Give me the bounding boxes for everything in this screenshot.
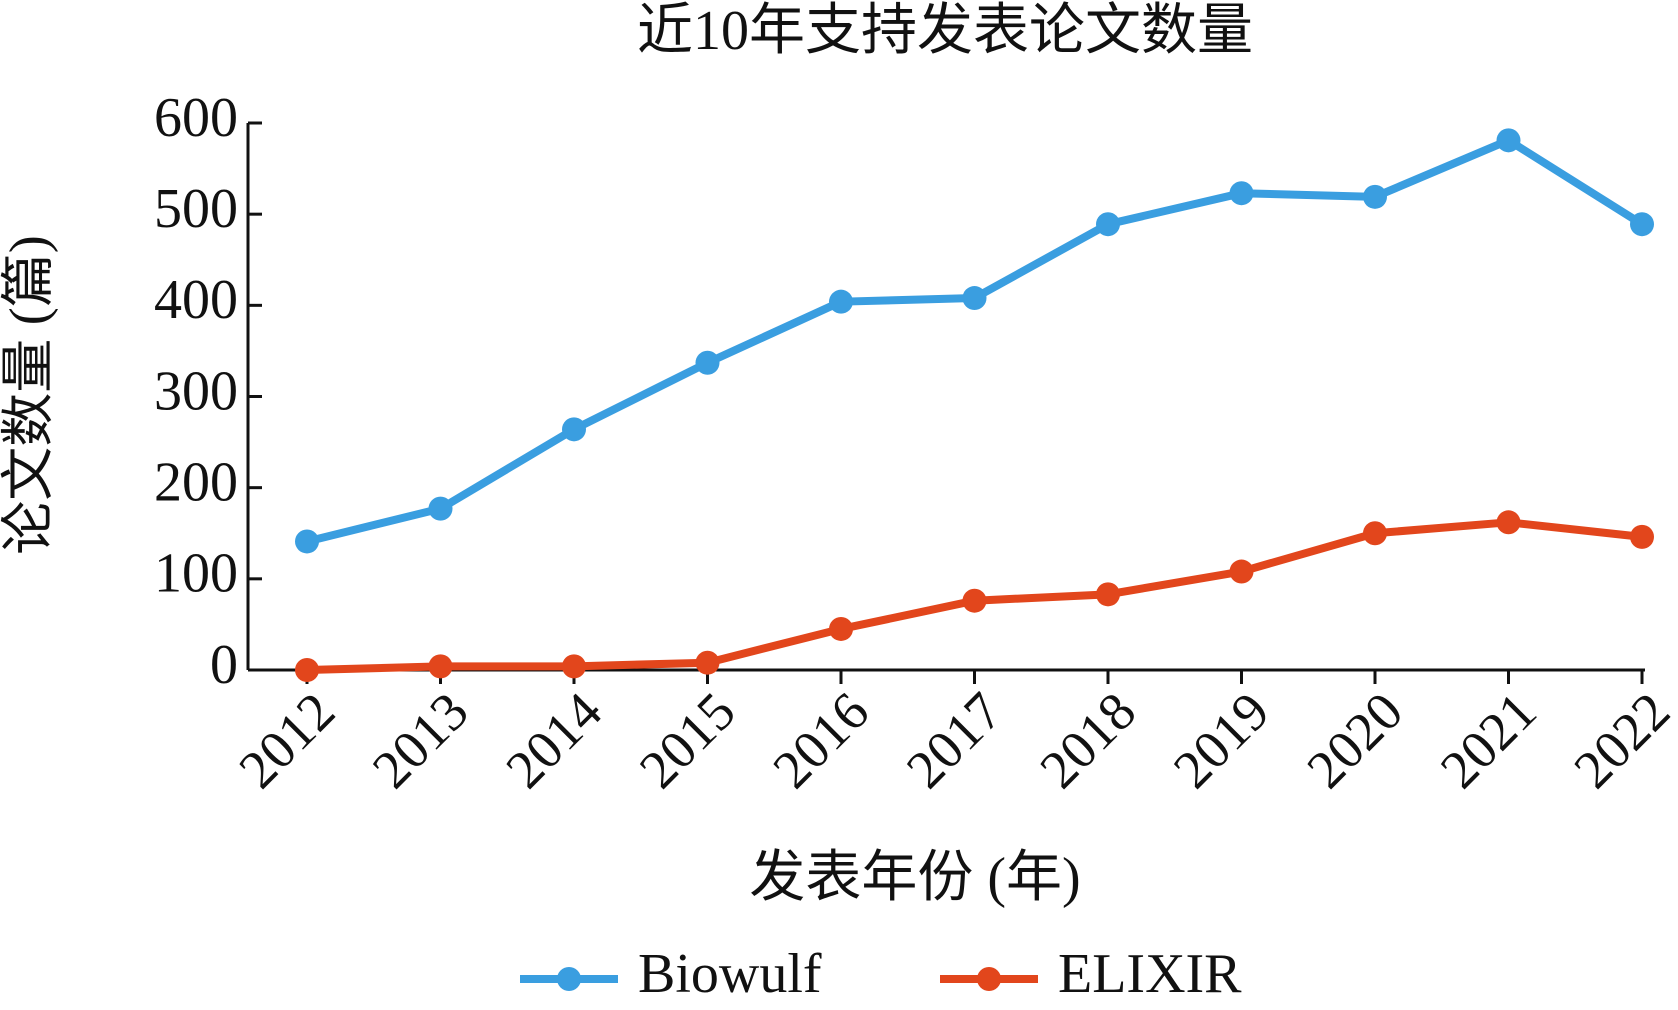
- y-tick-label: 100: [154, 543, 238, 605]
- x-tick-label: 2016: [761, 681, 880, 800]
- point: [695, 650, 720, 675]
- legend-marker: [557, 967, 581, 991]
- x-tick-label: 2021: [1429, 681, 1548, 800]
- point: [1630, 524, 1654, 549]
- point: [1496, 510, 1521, 535]
- y-tick-label: 0: [210, 634, 238, 696]
- point: [295, 529, 319, 554]
- y-axis-title: 论文数量 (篇): [0, 235, 58, 554]
- x-tick-label: 2012: [227, 681, 346, 800]
- point: [829, 616, 853, 641]
- point: [1630, 212, 1654, 237]
- point: [1363, 184, 1387, 209]
- x-tick-label: 2013: [361, 681, 480, 800]
- x-tick-label: 2014: [494, 681, 613, 800]
- point: [1229, 181, 1254, 206]
- x-tick-label: 2019: [1162, 681, 1281, 800]
- point: [428, 496, 453, 521]
- point: [428, 654, 453, 679]
- point: [562, 417, 586, 442]
- point: [1496, 128, 1521, 153]
- x-tick-label: 2018: [1028, 681, 1147, 800]
- y-tick-label: 300: [154, 360, 238, 422]
- point: [1096, 582, 1120, 607]
- point: [1096, 212, 1120, 237]
- legend-marker: [977, 967, 1001, 991]
- point: [1229, 559, 1254, 584]
- point: [962, 588, 987, 613]
- legend-label: Biowulf: [638, 943, 822, 1005]
- line: [306, 136, 1645, 546]
- y-tick-label: 600: [154, 87, 238, 149]
- y-tick-label: 200: [154, 452, 238, 514]
- x-axis-title: 发表年份 (年): [749, 847, 1080, 909]
- point: [962, 286, 987, 311]
- point: [295, 658, 319, 682]
- chart-title: 近10年支持发表论文数量: [637, 0, 1253, 62]
- point: [1363, 521, 1387, 546]
- x-tick-label: 2017: [895, 681, 1014, 800]
- y-tick-label: 500: [154, 178, 238, 240]
- x-tick-label: 2015: [628, 681, 747, 800]
- legend-label: ELIXIR: [1058, 943, 1242, 1005]
- x-tick-label: 2020: [1295, 681, 1414, 800]
- point: [829, 289, 853, 314]
- x-tick-label: 2022: [1562, 681, 1678, 800]
- y-tick-label: 400: [154, 269, 238, 331]
- point: [695, 350, 720, 375]
- point: [562, 654, 586, 679]
